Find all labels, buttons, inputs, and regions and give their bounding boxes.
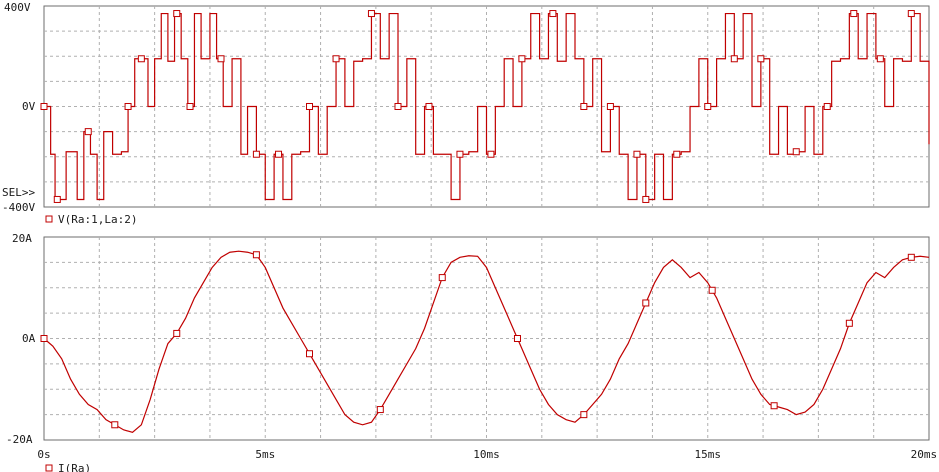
voltage-data-marker: [456, 150, 464, 158]
current-ytick-zero: 0A: [22, 332, 36, 345]
current-trace-line: [43, 250, 930, 434]
current-data-marker: [376, 406, 384, 414]
voltage-data-marker: [642, 195, 650, 203]
voltage-data-marker: [487, 150, 495, 158]
voltage-data-marker: [306, 103, 313, 110]
voltage-data-marker: [367, 10, 375, 18]
voltage-data-marker: [173, 10, 181, 18]
current-data-marker: [40, 335, 48, 342]
voltage-ytick-bottom: -400V: [2, 201, 35, 214]
voltage-data-marker: [394, 103, 402, 110]
x-tick-label: 0s: [37, 448, 50, 461]
x-tick-label: 20ms: [911, 448, 938, 461]
voltage-data-marker: [606, 103, 614, 110]
current-data-marker: [642, 299, 650, 307]
voltage-series: [40, 10, 930, 203]
voltage-data-marker: [580, 103, 588, 110]
voltage-panel[interactable]: 400V 0V -400V SEL>> V(Ra:1,La:2): [2, 1, 930, 226]
legend-marker-icon: [45, 215, 53, 223]
voltage-data-marker: [275, 150, 283, 158]
voltage-ytick-top: 400V: [4, 1, 31, 14]
current-data-marker: [580, 411, 588, 419]
current-series: [40, 250, 930, 434]
voltage-data-marker: [186, 103, 194, 110]
voltage-data-marker: [730, 55, 738, 63]
voltage-data-marker: [907, 10, 915, 18]
voltage-data-marker: [518, 55, 526, 63]
sel-marker-label[interactable]: SEL>>: [2, 186, 35, 199]
voltage-data-marker: [850, 10, 858, 18]
voltage-data-marker: [425, 103, 433, 110]
voltage-data-marker: [217, 55, 225, 63]
voltage-data-marker: [673, 150, 681, 158]
voltage-data-marker: [704, 103, 712, 110]
voltage-data-marker: [549, 10, 557, 18]
voltage-data-marker: [252, 150, 260, 158]
current-grid: [44, 237, 929, 440]
x-tick-label: 10ms: [473, 448, 500, 461]
voltage-data-marker: [876, 55, 884, 63]
voltage-data-marker: [633, 150, 641, 158]
current-ytick-bottom: -20A: [6, 433, 33, 446]
current-data-marker: [513, 335, 521, 342]
current-data-marker: [770, 402, 778, 410]
current-data-marker: [845, 319, 853, 327]
x-tick-label: 5ms: [255, 448, 275, 461]
legend-marker-icon: [45, 464, 53, 472]
x-tick-label: 15ms: [695, 448, 722, 461]
voltage-data-marker: [53, 195, 61, 203]
current-data-marker: [708, 286, 716, 294]
voltage-data-marker: [137, 55, 145, 63]
voltage-data-marker: [84, 128, 92, 136]
current-data-marker: [438, 274, 446, 282]
current-data-marker: [173, 329, 181, 337]
voltage-data-marker: [40, 103, 48, 110]
current-data-marker: [907, 253, 915, 261]
current-legend-label[interactable]: I(Ra): [58, 462, 91, 472]
current-ytick-top: 20A: [12, 232, 32, 245]
voltage-data-marker: [792, 148, 800, 156]
voltage-data-marker: [124, 103, 132, 110]
current-data-marker: [306, 350, 313, 358]
current-data-marker: [111, 421, 119, 429]
voltage-data-marker: [332, 55, 340, 63]
voltage-data-marker: [757, 55, 765, 63]
current-panel[interactable]: 20A 0A -20A 0s 5ms 10ms 15ms 20ms I(Ra): [6, 232, 937, 472]
voltage-data-marker: [823, 103, 831, 110]
current-data-marker: [252, 251, 260, 259]
voltage-trace-line: [44, 12, 930, 201]
x-axis-ticks: 0s 5ms 10ms 15ms 20ms: [37, 448, 937, 461]
voltage-ytick-zero: 0V: [22, 100, 36, 113]
voltage-legend-label[interactable]: V(Ra:1,La:2): [58, 213, 137, 226]
